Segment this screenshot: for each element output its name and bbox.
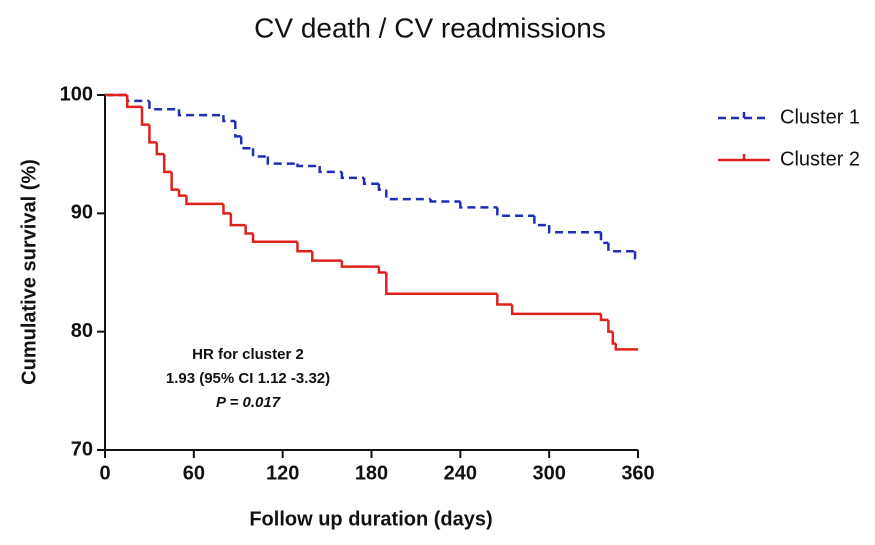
survival-step <box>222 115 236 123</box>
survival-step <box>614 343 638 351</box>
survival-step <box>296 163 320 168</box>
survival-step <box>177 189 187 197</box>
survival-step <box>429 199 461 203</box>
survival-step <box>125 95 150 103</box>
survival-step <box>185 195 224 206</box>
annotation: P = 0.017 <box>216 394 281 411</box>
survival-step <box>266 156 298 165</box>
survival-step <box>148 124 157 144</box>
x-tick-label: 60 <box>183 462 205 484</box>
chart-title: CV death / CV readmissions <box>254 12 606 43</box>
survival-step <box>125 95 143 109</box>
survival-step <box>533 215 550 227</box>
survival-step <box>496 293 513 306</box>
survival-step <box>459 201 498 209</box>
survival-step <box>311 251 342 262</box>
survival-step <box>377 266 387 274</box>
survival-step <box>340 171 365 180</box>
survival-step <box>244 225 254 235</box>
x-tick-label: 180 <box>355 462 388 484</box>
survival-step <box>510 304 601 316</box>
survival-step <box>385 272 498 296</box>
survival-step <box>162 154 172 174</box>
survival-step <box>251 233 298 243</box>
x-tick-label: 300 <box>532 462 565 484</box>
y-tick-label: 80 <box>71 320 93 342</box>
survival-step <box>547 225 601 234</box>
survival-step <box>496 207 535 217</box>
survival-step <box>385 189 431 201</box>
x-axis-label: Follow up duration (days) <box>249 508 492 530</box>
survival-step <box>607 242 636 253</box>
annotation: HR for cluster 2 <box>192 346 304 363</box>
survival-step <box>611 331 616 345</box>
survival-step <box>633 251 638 260</box>
legend-label: Cluster 1 <box>780 106 860 128</box>
survival-step <box>222 203 231 215</box>
y-tick-label: 70 <box>71 438 93 460</box>
survival-step <box>599 232 609 245</box>
survival-step <box>170 171 180 191</box>
survival-step <box>234 121 242 138</box>
survival-step <box>177 109 224 117</box>
survival-step <box>140 106 150 126</box>
survival-step <box>251 148 268 158</box>
survival-step <box>607 319 613 333</box>
survival-step <box>340 260 379 268</box>
y-axis-label: Cumulative survival (%) <box>18 159 40 385</box>
survival-step <box>599 313 609 322</box>
x-tick-label: 120 <box>266 462 299 484</box>
annotation: 1.93 (95% CI 1.12 -3.32) <box>166 370 330 387</box>
survival-step <box>296 241 313 253</box>
survival-step <box>318 166 342 174</box>
y-tick-label: 90 <box>71 202 93 224</box>
survival-step <box>377 183 387 191</box>
survival-step <box>229 213 246 227</box>
survival-step <box>239 136 254 150</box>
y-tick-label: 100 <box>60 83 93 105</box>
x-tick-label: 360 <box>621 462 654 484</box>
x-tick-label: 240 <box>444 462 477 484</box>
survival-step <box>148 100 180 111</box>
legend-label: Cluster 2 <box>780 148 860 170</box>
survival-step <box>362 177 379 185</box>
x-tick-label: 0 <box>99 462 110 484</box>
survival-step <box>155 142 165 156</box>
